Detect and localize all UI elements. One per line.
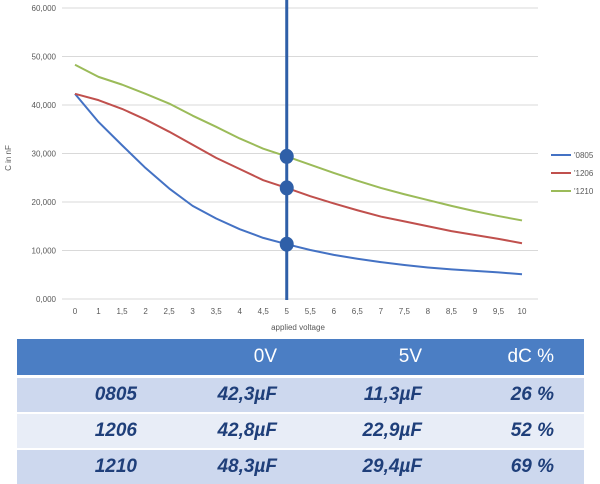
table-cell: 11,3µF [307, 375, 452, 413]
x-tick-label: 3 [190, 307, 195, 316]
marker-point [279, 148, 294, 164]
x-tick-labels: 0 1 1,5 2 2,5 3 3,5 4 4,5 5 5,5 6 6,5 7 7,5 8 8,5 9 9,5 10 [73, 307, 527, 316]
x-tick-label: 7 [379, 307, 384, 316]
y-tick-label: 50,000 [32, 53, 57, 62]
x-tick-label: 9,5 [493, 307, 505, 316]
x-axis-title: applied voltage [271, 323, 325, 332]
x-tick-label: 2 [143, 307, 148, 316]
table-cell: 29,4µF [307, 448, 452, 484]
table-cell: 0805 [17, 375, 167, 413]
x-tick-label: 6 [332, 307, 337, 316]
x-tick-label: 8,5 [446, 307, 458, 316]
y-axis-title: C in nF [4, 145, 13, 171]
table-row: 0805 42,3µF 11,3µF 26 % [17, 375, 584, 413]
table-cell: 42,3µF [167, 375, 307, 413]
header-cell: 0V [167, 339, 307, 378]
x-tick-label: 8 [426, 307, 431, 316]
x-tick-label: 2,5 [164, 307, 176, 316]
table-cell: 1210 [17, 448, 167, 484]
x-tick-label: 10 [518, 307, 527, 316]
y-tick-labels: 0,000 10,000 20,000 30,000 40,000 50,000 60,00… [32, 4, 57, 304]
marker-points [279, 148, 294, 252]
series-lines [74, 63, 523, 276]
capacitance-line-chart: 0,000 10,000 20,000 30,000 40,000 50,000 60,00… [4, 0, 594, 332]
y-tick-label: 40,000 [32, 101, 57, 110]
header-cell: 5V [307, 339, 452, 378]
y-tick-label: 30,000 [32, 150, 57, 159]
table-cell: 48,3µF [167, 448, 307, 484]
table-cell: 1206 [17, 412, 167, 449]
x-tick-label: 5,5 [305, 307, 317, 316]
marker-point [279, 236, 294, 252]
series-line [74, 63, 523, 222]
legend-label: '1206 [574, 169, 594, 178]
legend: '0805 '1206 '1210 [551, 151, 594, 196]
x-tick-label: 1,5 [116, 307, 128, 316]
y-tick-label: 20,000 [32, 198, 57, 207]
gridlines [62, 7, 538, 300]
header-cell: dC % [452, 339, 584, 378]
capacitance-table: 0V 5V dC % 0805 42,3µF 11,3µF 26 % 1206 … [17, 339, 584, 484]
table-cell: 69 % [452, 448, 584, 484]
x-tick-label: 0 [73, 307, 78, 316]
legend-label: '1210 [574, 187, 594, 196]
x-tick-label: 4 [237, 307, 242, 316]
table-cell: 42,8µF [167, 412, 307, 449]
legend-label: '0805 [574, 151, 594, 160]
table-row: 1210 48,3µF 29,4µF 69 % [17, 448, 584, 484]
x-tick-label: 6,5 [352, 307, 364, 316]
x-tick-label: 9 [473, 307, 478, 316]
x-tick-label: 3,5 [211, 307, 223, 316]
table-cell: 52 % [452, 412, 584, 449]
table-cell: 26 % [452, 375, 584, 413]
series-line [74, 92, 523, 245]
table-header-row: 0V 5V dC % [17, 339, 584, 378]
x-tick-label: 7,5 [399, 307, 411, 316]
header-cell [17, 339, 167, 378]
table-row: 1206 42,8µF 22,9µF 52 % [17, 412, 584, 449]
y-tick-label: 10,000 [32, 247, 57, 256]
x-tick-label: 4,5 [258, 307, 270, 316]
marker-point [279, 180, 294, 196]
x-tick-label: 5 [285, 307, 290, 316]
table-cell: 22,9µF [307, 412, 452, 449]
y-tick-label: 60,000 [32, 4, 57, 13]
y-tick-label: 0,000 [36, 295, 57, 304]
series-line [74, 93, 523, 276]
x-tick-label: 1 [96, 307, 101, 316]
